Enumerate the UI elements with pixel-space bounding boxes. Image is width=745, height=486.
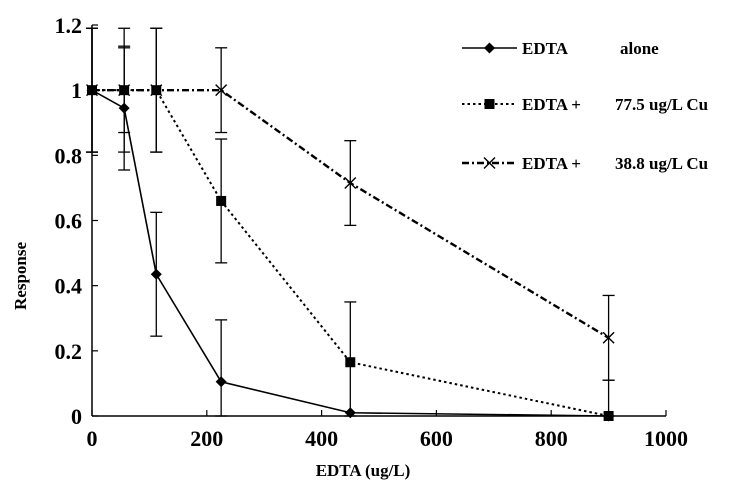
x-marker-stroke [602,331,615,344]
legend-marker-1 [484,42,495,54]
x-marker-stroke [86,84,98,97]
y-tick-label: 1 [71,78,82,103]
data-point [603,411,614,421]
y-axis-ticks: 0 0.2 0.4 0.6 0.8 1 1.2 [55,13,98,429]
data-point [344,177,357,190]
x-tick-label: 600 [420,426,453,451]
legend-label-2: EDTA + [522,95,581,114]
x-tick-label: 1000 [644,426,688,451]
data-point [344,407,356,419]
series-lines [91,88,610,417]
legend-condition-3: 38.8 ug/L Cu [615,154,708,173]
data-point [602,331,615,344]
y-tick-label: 1.2 [55,13,83,38]
legend-label-1: EDTA [522,39,569,58]
data-point [215,84,228,97]
y-tick-label: 0.8 [55,143,83,168]
data-point [118,102,130,114]
data-point [86,84,98,97]
data-point [215,376,227,388]
data-point [216,195,227,206]
legend-marker-3 [483,157,496,169]
axes [91,25,666,417]
x-marker-stroke [215,84,228,97]
x-marker-stroke [344,177,357,190]
legend: EDTA alone EDTA + 77.5 ug/L Cu EDTA + 38.8 ug… [462,39,708,173]
x-marker-stroke [150,84,163,97]
data-point [345,357,356,368]
series-line-3 [92,88,610,339]
x-tick-label: 0 [87,426,98,451]
series-line-2 [92,89,609,417]
data-point [150,84,163,97]
legend-condition-1: alone [620,39,659,58]
legend-condition-2: 77.5 ug/L Cu [615,95,708,114]
data-point [150,268,162,280]
x-axis-title: EDTA (ug/L) [316,461,411,480]
y-tick-label: 0.6 [55,209,83,234]
x-marker-stroke [118,84,131,97]
x-axis-ticks: 0 200 400 600 800 1000 [87,410,688,451]
y-tick-label: 0.4 [55,274,83,299]
legend-label-3: EDTA + [522,154,581,173]
error-bar [215,319,228,417]
data-markers [86,84,615,422]
x-marker-stroke [483,157,496,169]
x-tick-label: 800 [535,426,568,451]
x-tick-label: 400 [305,426,338,451]
y-tick-label: 0.2 [55,339,83,364]
x-tick-label: 200 [190,426,223,451]
data-point [118,84,131,97]
y-tick-label: 0 [71,404,82,429]
series-line-1 [91,89,609,417]
y-axis-title: Response [11,242,30,310]
legend-marker-2 [484,99,495,109]
